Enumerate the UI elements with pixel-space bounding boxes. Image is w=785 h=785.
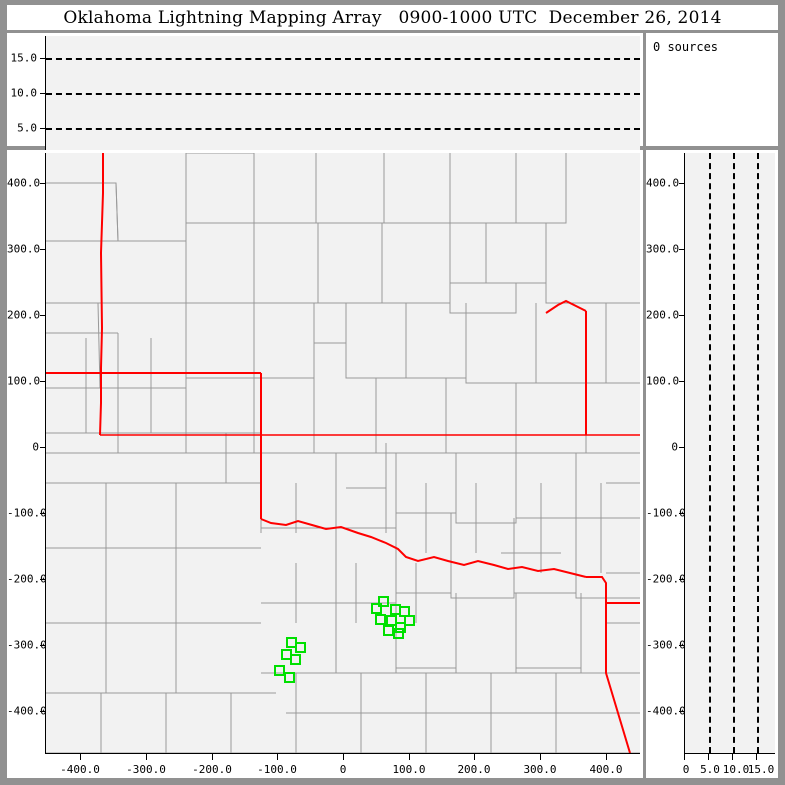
profile-xtick-label-15: 15.0 — [747, 763, 775, 776]
profile-ytick-label--200: -200.0 — [646, 572, 686, 586]
source-marker — [284, 672, 295, 683]
profile-ytick-mark--300 — [679, 645, 685, 646]
map-ytick-label--100: -100.0 — [7, 506, 47, 520]
map-xtick-mark-400 — [606, 754, 607, 760]
map-xtick-label--100: -100.0 — [257, 763, 297, 776]
profile-ytick-mark-100 — [679, 381, 685, 382]
map-ytick-label-200: 200.0 — [7, 308, 41, 322]
gridline-y-5 — [46, 128, 640, 130]
profile-xtick-mark-0 — [684, 754, 685, 760]
source-marker — [395, 622, 406, 633]
map-xtick-label--400: -400.0 — [60, 763, 100, 776]
profile-ytick-label-100: 100.0 — [646, 374, 680, 388]
ytick-label-10: 10.0 — [10, 86, 38, 100]
map-ytick-mark-100 — [40, 381, 46, 382]
ytick-mark-5 — [40, 128, 46, 129]
ytick-label-5: 5.0 — [17, 121, 37, 135]
altitude-profile-panel: 400.0 300.0 200.0 100.0 0 -100.0 -200.0 … — [646, 150, 778, 778]
profile-ytick-mark-0 — [679, 447, 685, 448]
profile-ytick-mark-200 — [679, 315, 685, 316]
gridline-y-15 — [46, 58, 640, 60]
map-ytick-mark--200 — [40, 579, 46, 580]
map-xtick-mark-0 — [343, 754, 344, 760]
map-ytick-label--400: -400.0 — [7, 704, 47, 718]
map-ytick-mark--400 — [40, 711, 46, 712]
profile-ytick-mark-300 — [679, 249, 685, 250]
window-title-bar: Oklahoma Lightning Mapping Array 0900-10… — [7, 5, 778, 30]
map-xtick-mark--200 — [212, 754, 213, 760]
profile-xtick-label-5: 5.0 — [700, 763, 720, 776]
map-xtick-label-0: 0 — [339, 763, 347, 776]
time-altitude-plot-wrap: 15.0 10.0 5.0 0 -400.0 -300.0 -200.0 -10… — [7, 33, 643, 186]
time-altitude-panel: 15.0 10.0 5.0 0 -400.0 -300.0 -200.0 -10… — [7, 33, 643, 186]
map-ytick-mark--100 — [40, 513, 46, 514]
profile-xtick-mark-15 — [756, 754, 757, 760]
profile-xtick-label-0: 0 — [682, 763, 690, 776]
map-xtick-mark--100 — [277, 754, 278, 760]
altitude-profile-plot-area[interactable] — [684, 153, 775, 754]
ytick-label-15: 15.0 — [10, 51, 38, 65]
map-ytick-mark-200 — [40, 315, 46, 316]
county-borders — [46, 153, 640, 753]
map-xtick-mark-300 — [540, 754, 541, 760]
source-marker — [375, 614, 386, 625]
profile-ytick-label-0: 0 — [671, 440, 678, 454]
time-altitude-plot-area[interactable] — [45, 36, 640, 164]
map-xtick-label-100: 100.0 — [392, 763, 426, 776]
plan-view-map-panel: 400.0 300.0 200.0 100.0 0 -100.0 -200.0 … — [7, 150, 643, 778]
profile-ytick-mark--400 — [679, 711, 685, 712]
map-xtick-label--200: -200.0 — [192, 763, 232, 776]
profile-ytick-mark-400 — [679, 183, 685, 184]
source-marker — [290, 654, 301, 665]
map-geography-svg — [46, 153, 640, 753]
profile-ytick-label-400: 400.0 — [646, 176, 680, 190]
gridline-x-5 — [709, 153, 711, 753]
profile-ytick-label--300: -300.0 — [646, 638, 686, 652]
map-xtick-mark--400 — [80, 754, 81, 760]
source-marker — [274, 665, 285, 676]
source-marker — [371, 603, 382, 614]
source-count-panel: 0 sources — [646, 33, 778, 146]
profile-ytick-mark--200 — [679, 579, 685, 580]
map-ytick-label-300: 300.0 — [7, 242, 41, 256]
map-ytick-label-400: 400.0 — [7, 176, 41, 190]
profile-xtick-mark-5 — [708, 754, 709, 760]
profile-ytick-label--100: -100.0 — [646, 506, 686, 520]
source-count-label: 0 sources — [653, 40, 719, 54]
map-xtick-mark--300 — [146, 754, 147, 760]
map-ytick-mark-0 — [40, 447, 46, 448]
source-marker — [404, 615, 415, 626]
ytick-mark-15 — [40, 58, 46, 59]
gridline-x-15 — [757, 153, 759, 753]
map-ytick-label-100: 100.0 — [7, 374, 41, 388]
page-title: Oklahoma Lightning Mapping Array 0900-10… — [63, 7, 722, 28]
map-ytick-label-0: 0 — [32, 440, 39, 454]
gridline-x-10 — [733, 153, 735, 753]
map-ytick-label--300: -300.0 — [7, 638, 47, 652]
state-borders — [46, 153, 640, 753]
profile-xtick-label-10: 10.0 — [722, 763, 750, 776]
map-ytick-mark--300 — [40, 645, 46, 646]
map-ytick-mark-400 — [40, 183, 46, 184]
map-xtick-label-400: 400.0 — [589, 763, 623, 776]
map-xtick-label-200: 200.0 — [457, 763, 491, 776]
source-marker — [295, 642, 306, 653]
map-xtick-label-300: 300.0 — [523, 763, 557, 776]
map-ytick-mark-300 — [40, 249, 46, 250]
profile-ytick-label-200: 200.0 — [646, 308, 680, 322]
profile-ytick-mark--100 — [679, 513, 685, 514]
map-ytick-label--200: -200.0 — [7, 572, 47, 586]
map-xtick-label--300: -300.0 — [126, 763, 166, 776]
profile-ytick-label--400: -400.0 — [646, 704, 686, 718]
map-xtick-mark-100 — [409, 754, 410, 760]
map-xtick-mark-200 — [474, 754, 475, 760]
gridline-y-10 — [46, 93, 640, 95]
profile-ytick-label-300: 300.0 — [646, 242, 680, 256]
map-plot-area[interactable] — [45, 153, 640, 754]
profile-xtick-mark-10 — [732, 754, 733, 760]
ytick-mark-10 — [40, 93, 46, 94]
source-marker — [393, 628, 404, 639]
source-marker — [378, 596, 389, 607]
